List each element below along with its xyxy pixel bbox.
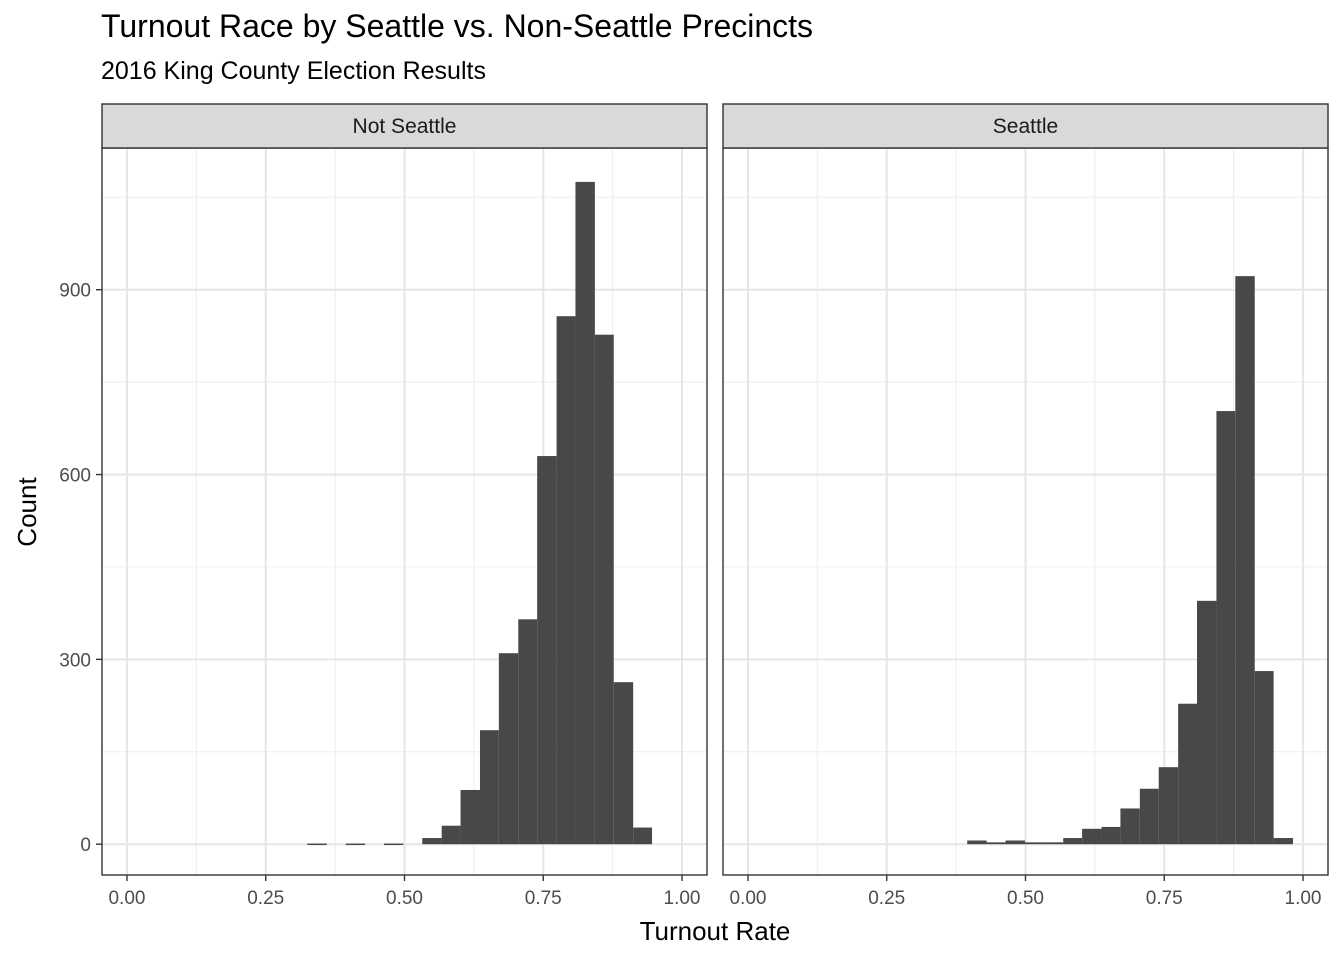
facet-strip (722, 103, 1329, 149)
histogram-bar (633, 827, 653, 845)
histogram-bar (1101, 826, 1121, 845)
facet-panels: Not Seattle 0.00 0.25 0.50 0.75 1.00 0 300 600 90… (59, 103, 1329, 909)
x-tick-label: 0.00 (729, 888, 766, 909)
histogram-bar (1120, 808, 1140, 845)
histogram-bar (441, 825, 461, 845)
x-tick-label: 1.00 (1285, 888, 1322, 909)
histogram-bar (575, 181, 595, 845)
histogram-bar (1082, 828, 1102, 845)
chart-title: Turnout Race by Seattle vs. Non-Seattle … (101, 8, 814, 44)
x-tick-label: 0.50 (1007, 888, 1044, 909)
x-tick-label: 0.25 (868, 888, 905, 909)
facet-panel: Not Seattle 0.00 0.25 0.50 0.75 1.00 0 300 600 90… (59, 103, 708, 909)
histogram-bar (1254, 671, 1274, 845)
histogram-bar (1063, 838, 1083, 845)
facet-strip-label: Not Seattle (353, 115, 457, 138)
chart-subtitle: 2016 King County Election Results (101, 57, 486, 85)
histogram-bar (1235, 276, 1255, 845)
y-tick-label: 0 (80, 835, 91, 856)
histogram-bar (460, 789, 480, 845)
histogram-bar (1197, 600, 1217, 845)
x-axis-title: Turnout Rate (640, 916, 791, 946)
histogram-bar (986, 842, 1006, 845)
facet-panel: Seattle 0.00 0.25 0.50 0.75 1.00 (722, 103, 1329, 909)
histogram-bar (1005, 840, 1025, 845)
histogram-bar (556, 316, 576, 845)
facet-strip (101, 103, 708, 149)
x-tick-label: 0.50 (386, 888, 423, 909)
histogram-bar (537, 456, 557, 845)
histogram-bar (967, 840, 987, 845)
histogram-bar (498, 653, 519, 845)
histogram-bar (307, 843, 327, 846)
y-tick-label: 900 (59, 281, 91, 302)
x-tick-label: 0.00 (108, 888, 145, 909)
x-tick-label: 0.25 (247, 888, 284, 909)
histogram-bar (613, 682, 634, 845)
x-tick-label: 0.75 (1146, 888, 1183, 909)
histogram-bar (518, 619, 538, 845)
histogram-bar (1158, 767, 1179, 845)
histogram-bar (383, 843, 404, 846)
histogram-bar (1216, 411, 1236, 845)
y-tick-label: 300 (59, 650, 91, 671)
histogram-bar (479, 730, 499, 845)
y-tick-label: 600 (59, 466, 91, 487)
histogram-bar (1024, 842, 1044, 845)
histogram-bar (422, 838, 442, 845)
histogram-bar (1139, 788, 1159, 845)
y-axis-title: Count (12, 477, 42, 547)
histogram-bar (594, 334, 614, 845)
histogram-bar (1178, 703, 1198, 845)
x-tick-label: 1.00 (664, 888, 701, 909)
histogram-bar (1043, 842, 1064, 845)
x-tick-label: 0.75 (525, 888, 562, 909)
facet-strip-label: Seattle (993, 115, 1058, 138)
histogram-bar (1273, 838, 1294, 845)
histogram-bar (345, 843, 366, 846)
